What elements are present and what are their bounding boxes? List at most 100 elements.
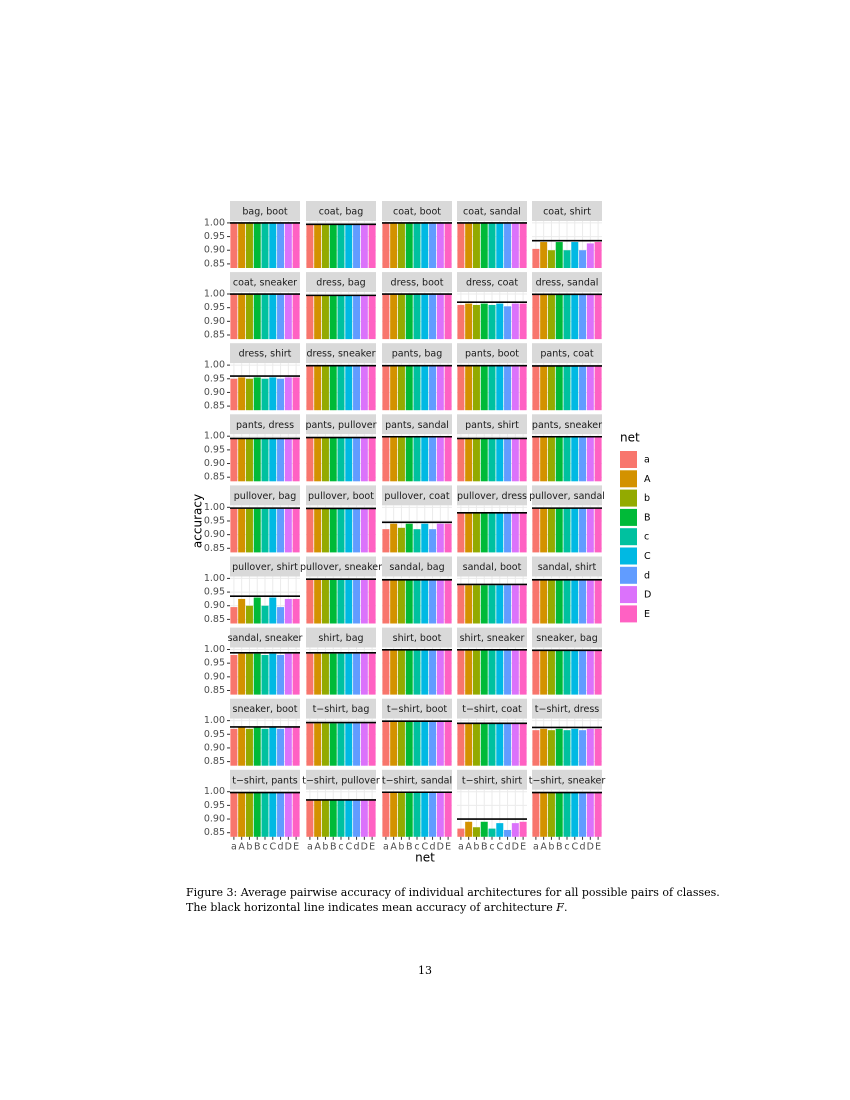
bar bbox=[397, 223, 405, 268]
bar bbox=[253, 377, 261, 411]
bar bbox=[306, 653, 314, 695]
facet-title: shirt, bag bbox=[318, 633, 363, 644]
bar bbox=[306, 508, 314, 553]
facet-title: dress, bag bbox=[316, 278, 365, 289]
legend-label: E bbox=[644, 609, 650, 620]
bar bbox=[571, 579, 579, 624]
strip bbox=[532, 272, 602, 293]
bar bbox=[496, 303, 504, 340]
bar bbox=[480, 365, 488, 411]
bar bbox=[547, 579, 555, 624]
bar bbox=[586, 650, 594, 695]
bar bbox=[345, 653, 353, 695]
facet-title: sandal, sneaker bbox=[228, 633, 303, 644]
bar bbox=[360, 224, 368, 268]
bar bbox=[579, 436, 587, 482]
bar bbox=[269, 727, 277, 766]
x-tick-label: B bbox=[556, 841, 563, 852]
legend-title: net bbox=[620, 431, 640, 445]
strip bbox=[230, 769, 300, 790]
facet-title: pants, coat bbox=[540, 349, 593, 360]
bar bbox=[382, 223, 390, 268]
bar bbox=[571, 728, 579, 766]
bar bbox=[480, 223, 488, 268]
bar bbox=[360, 723, 368, 766]
bar bbox=[261, 792, 269, 837]
facet-title: t−shirt, pants bbox=[232, 775, 298, 786]
bar bbox=[540, 579, 548, 624]
bar bbox=[292, 598, 300, 624]
x-tick-label: A bbox=[238, 841, 245, 852]
facet-title: shirt, boot bbox=[393, 633, 442, 644]
bar bbox=[360, 579, 368, 624]
bar bbox=[329, 653, 337, 695]
facet-title: pullover, sneaker bbox=[300, 562, 382, 573]
legend-key bbox=[620, 508, 637, 526]
bar bbox=[321, 295, 329, 340]
bar bbox=[368, 437, 376, 482]
bar bbox=[429, 579, 437, 624]
bar bbox=[511, 438, 519, 482]
x-tick-label: a bbox=[307, 841, 313, 852]
bar bbox=[594, 294, 602, 340]
bar bbox=[532, 436, 540, 482]
bar bbox=[480, 303, 488, 340]
legend-key bbox=[620, 566, 637, 584]
bar bbox=[368, 508, 376, 553]
y-tick-label: 1.00 bbox=[204, 644, 225, 655]
legend-key bbox=[620, 586, 637, 604]
strip bbox=[382, 769, 452, 790]
bar bbox=[496, 512, 504, 553]
facet-title: pullover, coat bbox=[384, 491, 449, 502]
strip bbox=[230, 414, 300, 435]
bar bbox=[444, 294, 452, 340]
bar bbox=[413, 294, 421, 340]
bar bbox=[436, 365, 444, 411]
facet-title: bag, boot bbox=[242, 207, 288, 218]
bar bbox=[238, 653, 246, 695]
x-tick-label: E bbox=[520, 841, 526, 852]
bar bbox=[429, 529, 437, 553]
y-tick-label: 1.00 bbox=[204, 573, 225, 584]
y-tick-label: 0.95 bbox=[204, 658, 225, 669]
y-tick-label: 1.00 bbox=[204, 502, 225, 513]
bar bbox=[504, 438, 512, 482]
x-tick-label: E bbox=[293, 841, 299, 852]
bar bbox=[405, 649, 413, 695]
bar bbox=[329, 437, 337, 482]
bar bbox=[269, 653, 277, 695]
bar bbox=[245, 605, 253, 624]
x-tick-label: E bbox=[445, 841, 451, 852]
bar bbox=[321, 508, 329, 553]
facet-title: dress, shirt bbox=[239, 349, 292, 360]
bar bbox=[504, 585, 512, 624]
legend-label: d bbox=[644, 570, 650, 581]
bar bbox=[306, 799, 314, 837]
bar bbox=[436, 294, 444, 340]
bar bbox=[555, 579, 563, 624]
strip bbox=[457, 556, 527, 577]
y-tick-label: 0.85 bbox=[204, 685, 225, 696]
y-tick-label: 0.90 bbox=[204, 600, 225, 611]
x-tick-label: D bbox=[285, 841, 292, 852]
bar bbox=[277, 294, 285, 340]
bar bbox=[480, 649, 488, 695]
y-tick-label: 0.95 bbox=[204, 444, 225, 455]
x-tick-label: A bbox=[465, 841, 472, 852]
y-tick-label: 0.90 bbox=[204, 458, 225, 469]
bar bbox=[519, 512, 527, 553]
bar bbox=[314, 508, 322, 553]
bar bbox=[563, 650, 571, 695]
bar bbox=[382, 721, 390, 766]
bar bbox=[238, 792, 246, 837]
bar bbox=[429, 721, 437, 766]
bar bbox=[277, 378, 285, 411]
bar bbox=[571, 242, 579, 268]
facet-title: sandal, shirt bbox=[538, 562, 597, 573]
x-tick-label: c bbox=[564, 841, 569, 852]
bar bbox=[353, 295, 361, 340]
bar bbox=[429, 294, 437, 340]
y-tick-label: 1.00 bbox=[204, 217, 225, 228]
strip bbox=[382, 627, 452, 648]
bar bbox=[563, 250, 571, 268]
